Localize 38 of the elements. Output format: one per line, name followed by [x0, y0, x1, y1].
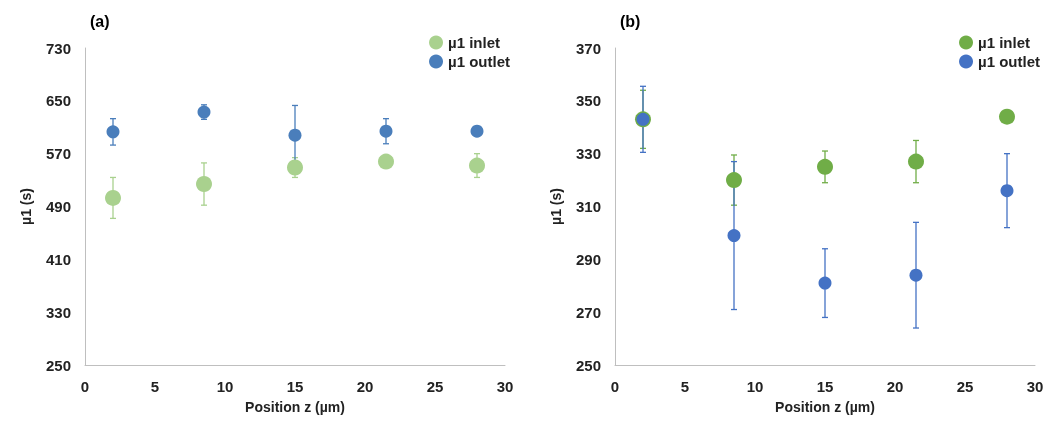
chart-title: (b): [620, 12, 641, 30]
legend-label: µ1 outlet: [448, 53, 511, 70]
x-tick-label: 0: [610, 378, 620, 395]
y-tick-label: 330: [45, 303, 71, 321]
y-tick-label: 730: [45, 39, 71, 57]
chart-title: (a): [90, 12, 110, 30]
y-tick-label: 270: [575, 303, 601, 321]
legend-label: µ1 outlet: [978, 53, 1041, 70]
x-tick-label: 10: [216, 378, 234, 395]
x-tick-label: 15: [286, 378, 304, 395]
y-tick-label: 410: [45, 250, 71, 268]
x-tick-label: 25: [956, 378, 974, 395]
y-tick-label: 250: [575, 356, 601, 374]
y-tick-label: 330: [575, 145, 601, 163]
x-tick-label: 5: [150, 378, 160, 395]
x-tick-label: 30: [496, 378, 514, 395]
y-tick-label: 250: [45, 356, 71, 374]
x-tick-label: 5: [680, 378, 690, 395]
x-tick-label: 30: [1026, 378, 1044, 395]
legend-label: µ1 inlet: [978, 34, 1031, 51]
y-tick-label: 310: [575, 198, 601, 215]
y-tick-label: 350: [575, 92, 601, 110]
x-tick-label: 20: [886, 378, 904, 395]
y-tick-label: 290: [575, 250, 601, 268]
x-tick-label: 15: [816, 378, 834, 395]
y-tick-label: 650: [45, 92, 71, 110]
legend-label: µ1 inlet: [448, 34, 501, 51]
y-axis-title: µ1 (s): [18, 188, 34, 225]
y-tick-label: 570: [45, 145, 71, 163]
y-tick-label: 370: [575, 39, 601, 57]
x-tick-label: 0: [80, 378, 90, 395]
x-tick-label: 25: [426, 378, 444, 395]
y-tick-label: 490: [45, 198, 71, 215]
x-tick-label: 10: [746, 378, 764, 395]
x-tick-label: 20: [356, 378, 374, 395]
y-axis-title: µ1 (s): [548, 188, 564, 225]
x-axis-title: Position z (µm): [775, 399, 875, 415]
x-axis-title: Position z (µm): [245, 399, 345, 415]
